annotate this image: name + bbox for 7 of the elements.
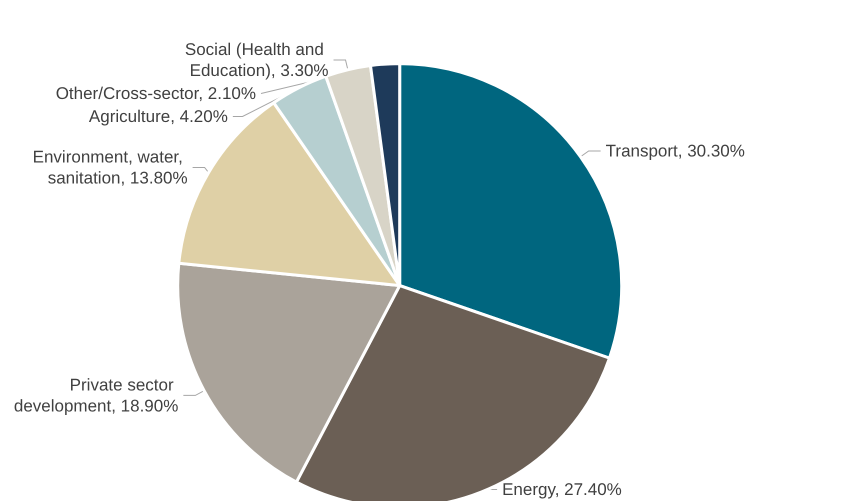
slice-label: Energy, 27.40% — [502, 480, 622, 499]
slice-label: Agriculture, 4.20% — [88, 106, 228, 126]
slice-label: Social (Health and Education), 3.30% — [184, 40, 329, 80]
slice-label: Private sector development, 18.90% — [14, 375, 178, 416]
slice-label: Other/Cross-sector, 2.10% — [56, 84, 256, 103]
slice-label: Environment, water, sanitation, 13.80% — [32, 147, 188, 188]
slice-label: Transport, 30.30% — [606, 141, 745, 160]
